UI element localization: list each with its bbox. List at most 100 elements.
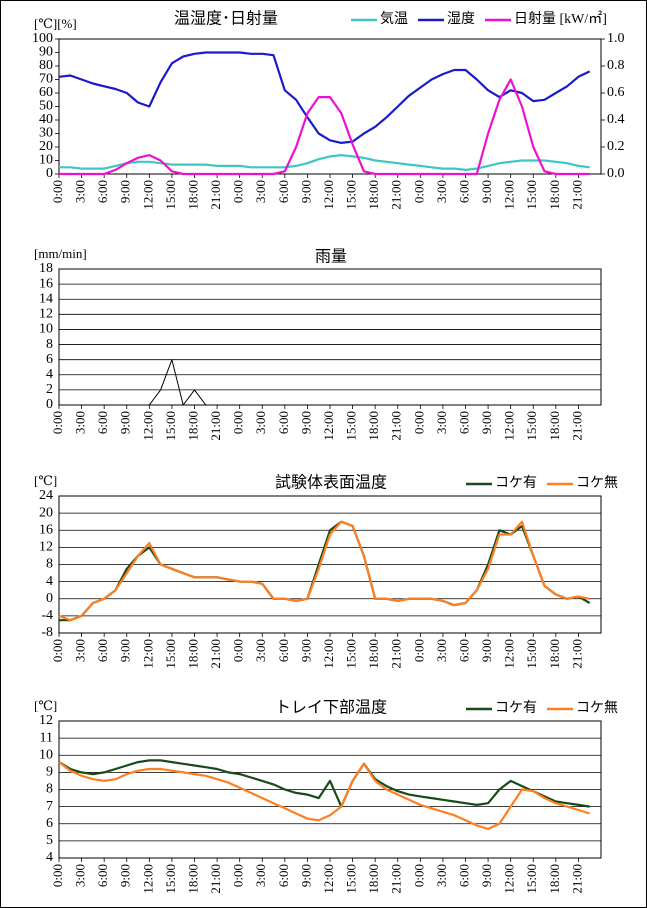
y-tick-label: 20 xyxy=(39,505,53,520)
x-tick-label: 0:00 xyxy=(231,180,246,203)
x-tick-label: 15:00 xyxy=(163,180,178,210)
x-tick-label: 15:00 xyxy=(524,864,539,894)
x-tick-label: 12:00 xyxy=(321,411,336,441)
y-tick-label: 2 xyxy=(46,382,53,397)
y2-tick-label: 0.4 xyxy=(607,112,625,127)
x-tick-label: 6:00 xyxy=(276,864,291,887)
y-tick-label: 40 xyxy=(39,112,53,127)
y-tick-label: 9 xyxy=(46,765,53,780)
x-tick-label: 3:00 xyxy=(253,864,268,887)
x-tick-label: 12:00 xyxy=(502,639,517,669)
x-tick-label: 6:00 xyxy=(456,864,471,887)
x-tick-label: 9:00 xyxy=(298,411,313,434)
x-tick-label: 15:00 xyxy=(163,864,178,894)
x-tick-label: 18:00 xyxy=(185,864,200,894)
x-tick-label: 9:00 xyxy=(118,411,133,434)
chart-title: 雨量 xyxy=(315,249,347,266)
x-tick-label: 12:00 xyxy=(502,180,517,210)
y-tick-label: -4 xyxy=(41,608,53,623)
y-tick-label: 8 xyxy=(46,337,53,352)
x-tick-label: 15:00 xyxy=(524,639,539,669)
data-line xyxy=(58,761,591,830)
y-tick-label: 8 xyxy=(46,782,53,797)
x-tick-label: 15:00 xyxy=(344,180,359,210)
y2-tick-label: 1.0 xyxy=(607,31,625,46)
data-line xyxy=(59,359,590,406)
x-tick-label: 9:00 xyxy=(479,864,494,887)
y-tick-label: 18 xyxy=(39,261,53,276)
x-tick-label: 3:00 xyxy=(73,639,88,662)
x-tick-label: 21:00 xyxy=(569,180,584,210)
x-tick-label: 18:00 xyxy=(366,639,381,669)
x-tick-label: 6:00 xyxy=(95,864,110,887)
x-tick-label: 3:00 xyxy=(434,411,449,434)
x-tick-label: 0:00 xyxy=(411,180,426,203)
data-line xyxy=(59,154,590,171)
x-tick-label: 6:00 xyxy=(276,639,291,662)
x-tick-label: 0:00 xyxy=(231,639,246,662)
chart-title: 試験体表面温度 xyxy=(275,474,387,492)
x-tick-label: 15:00 xyxy=(163,639,178,669)
plot-frame xyxy=(58,268,602,406)
x-tick-label: 6:00 xyxy=(276,180,291,203)
x-tick-label: 12:00 xyxy=(321,639,336,669)
x-tick-label: 12:00 xyxy=(140,639,155,669)
x-tick-label: 0:00 xyxy=(231,864,246,887)
x-tick-label: 9:00 xyxy=(298,864,313,887)
x-tick-label: 21:00 xyxy=(208,639,223,669)
y-tick-label: 50 xyxy=(39,99,53,114)
legend-label: コケ無 xyxy=(576,700,618,716)
x-tick-label: 6:00 xyxy=(95,180,110,203)
x-tick-label: 0:00 xyxy=(231,411,246,434)
y-tick-label: 0 xyxy=(46,397,53,412)
legend-label: 日射量 [kW/㎡] xyxy=(514,11,607,27)
y-tick-label: 6 xyxy=(46,816,53,831)
y2-tick-label: 0.0 xyxy=(607,166,625,181)
x-tick-label: 15:00 xyxy=(524,180,539,210)
x-tick-label: 21:00 xyxy=(208,180,223,210)
y-tick-label: 12 xyxy=(39,307,53,322)
y-tick-label: 0 xyxy=(46,166,53,181)
x-tick-label: 3:00 xyxy=(73,180,88,203)
y-tick-label: 12 xyxy=(39,540,53,555)
legend-label: コケ有 xyxy=(495,700,537,716)
y-tick-label: 10 xyxy=(39,747,53,762)
x-tick-label: 12:00 xyxy=(140,864,155,894)
y-tick-label: 5 xyxy=(46,833,53,848)
y-tick-label: 16 xyxy=(39,276,53,291)
x-tick-label: 18:00 xyxy=(547,864,562,894)
x-tick-label: 21:00 xyxy=(389,411,404,441)
y-tick-label: 11 xyxy=(40,730,53,745)
x-tick-label: 3:00 xyxy=(434,180,449,203)
x-tick-label: 21:00 xyxy=(569,864,584,894)
legend-label: コケ無 xyxy=(576,475,618,491)
y-axis-label: [℃] xyxy=(34,698,57,713)
x-tick-label: 18:00 xyxy=(366,180,381,210)
x-tick-label: 3:00 xyxy=(253,411,268,434)
data-line xyxy=(59,520,591,622)
y-tick-label: 60 xyxy=(39,85,53,100)
y-tick-label: 4 xyxy=(46,850,53,865)
x-tick-label: 18:00 xyxy=(366,864,381,894)
x-tick-label: 18:00 xyxy=(185,639,200,669)
y-axis-label: [℃][%] xyxy=(34,16,77,31)
legend-label: コケ有 xyxy=(495,475,537,491)
x-tick-label: 0:00 xyxy=(411,639,426,662)
x-tick-label: 3:00 xyxy=(73,864,88,887)
x-tick-label: 21:00 xyxy=(389,864,404,894)
x-tick-label: 21:00 xyxy=(569,411,584,441)
x-tick-label: 9:00 xyxy=(298,639,313,662)
x-tick-label: 15:00 xyxy=(524,411,539,441)
data-line xyxy=(58,520,590,622)
y-tick-label: 10 xyxy=(39,322,53,337)
y-tick-label: 16 xyxy=(39,522,53,537)
legend-label: 気温 xyxy=(380,11,408,27)
x-tick-label: 9:00 xyxy=(479,639,494,662)
x-tick-label: 18:00 xyxy=(547,411,562,441)
data-line xyxy=(59,78,590,176)
x-tick-label: 12:00 xyxy=(502,411,517,441)
data-line xyxy=(58,759,590,808)
y2-tick-label: 0.2 xyxy=(607,139,625,154)
